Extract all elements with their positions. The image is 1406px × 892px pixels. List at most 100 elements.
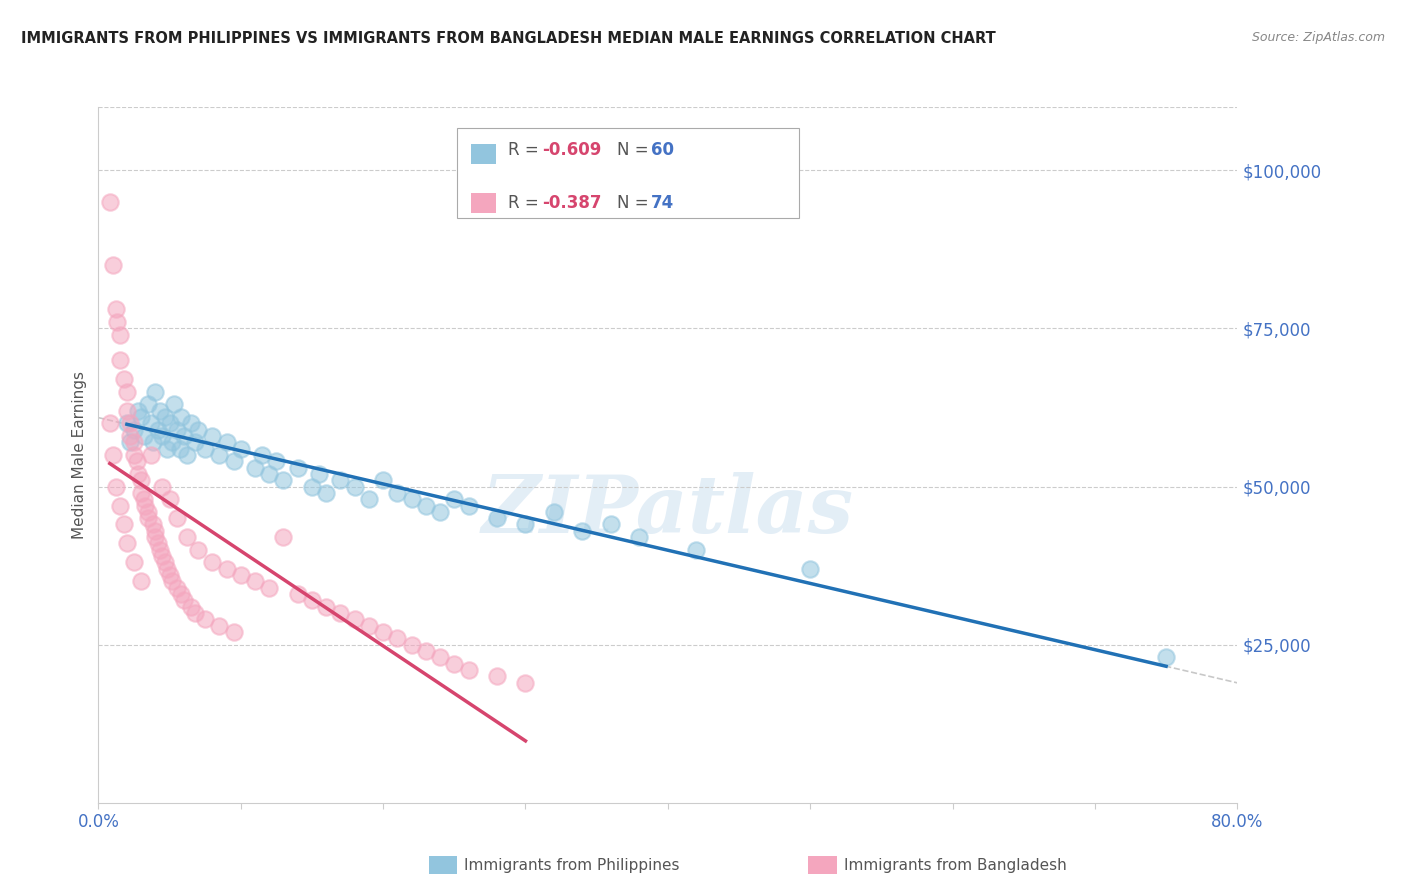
Point bbox=[134, 499, 156, 513]
Point bbox=[132, 492, 155, 507]
Point bbox=[415, 499, 437, 513]
Point bbox=[799, 562, 821, 576]
Point bbox=[108, 353, 131, 368]
Point bbox=[343, 612, 366, 626]
Point bbox=[159, 417, 181, 431]
Point bbox=[301, 479, 323, 493]
Point bbox=[129, 473, 152, 487]
Point bbox=[176, 448, 198, 462]
Point bbox=[105, 315, 128, 329]
Text: N =: N = bbox=[617, 194, 654, 212]
Point bbox=[266, 454, 288, 468]
Point bbox=[329, 606, 352, 620]
Point bbox=[122, 448, 145, 462]
Point bbox=[127, 403, 149, 417]
Point bbox=[180, 417, 202, 431]
Point bbox=[145, 524, 167, 538]
Point bbox=[152, 429, 174, 443]
Point bbox=[101, 258, 124, 272]
Point bbox=[273, 530, 295, 544]
Point bbox=[515, 517, 537, 532]
Point bbox=[162, 574, 184, 589]
Point bbox=[250, 448, 273, 462]
Point bbox=[139, 448, 162, 462]
Text: Source: ZipAtlas.com: Source: ZipAtlas.com bbox=[1251, 31, 1385, 45]
Point bbox=[162, 435, 184, 450]
Point bbox=[122, 423, 145, 437]
Point bbox=[108, 327, 131, 342]
Point bbox=[208, 618, 231, 632]
Point bbox=[222, 625, 245, 640]
FancyBboxPatch shape bbox=[471, 193, 496, 213]
Point bbox=[125, 454, 148, 468]
Point bbox=[215, 435, 238, 450]
Point bbox=[357, 618, 380, 632]
Point bbox=[155, 556, 177, 570]
Point bbox=[315, 599, 337, 614]
Point bbox=[301, 593, 323, 607]
FancyBboxPatch shape bbox=[457, 128, 799, 219]
Point bbox=[287, 587, 309, 601]
Point bbox=[98, 194, 121, 209]
Point bbox=[170, 409, 193, 424]
Text: N =: N = bbox=[617, 141, 654, 159]
Point bbox=[127, 467, 149, 481]
Point bbox=[173, 593, 195, 607]
Text: Immigrants from Bangladesh: Immigrants from Bangladesh bbox=[844, 858, 1066, 872]
Point bbox=[443, 492, 465, 507]
Point bbox=[169, 442, 191, 456]
Point bbox=[115, 536, 138, 550]
Point bbox=[443, 657, 465, 671]
Point bbox=[222, 454, 245, 468]
Point bbox=[194, 612, 217, 626]
Point bbox=[287, 460, 309, 475]
Text: R =: R = bbox=[509, 141, 544, 159]
Point bbox=[122, 556, 145, 570]
Point bbox=[315, 486, 337, 500]
Point bbox=[152, 479, 174, 493]
Point bbox=[115, 417, 138, 431]
Point bbox=[139, 417, 162, 431]
Point bbox=[357, 492, 380, 507]
Point bbox=[229, 442, 252, 456]
Point bbox=[515, 675, 537, 690]
Point bbox=[156, 442, 179, 456]
Point bbox=[194, 442, 217, 456]
Point bbox=[229, 568, 252, 582]
Point bbox=[329, 473, 352, 487]
Point bbox=[259, 467, 281, 481]
Point bbox=[173, 429, 195, 443]
Point bbox=[170, 587, 193, 601]
Point bbox=[166, 511, 188, 525]
Point bbox=[104, 479, 127, 493]
Point bbox=[429, 650, 451, 665]
Point bbox=[343, 479, 366, 493]
Point bbox=[136, 397, 159, 411]
Point bbox=[136, 505, 159, 519]
Text: -0.387: -0.387 bbox=[543, 194, 602, 212]
Text: 74: 74 bbox=[651, 194, 673, 212]
Point bbox=[98, 417, 121, 431]
Point bbox=[308, 467, 330, 481]
Point bbox=[118, 429, 141, 443]
Point bbox=[176, 530, 198, 544]
Point bbox=[187, 542, 209, 557]
Point bbox=[145, 384, 167, 399]
Point bbox=[166, 423, 188, 437]
Point bbox=[215, 562, 238, 576]
Point bbox=[156, 562, 179, 576]
Point bbox=[149, 542, 172, 557]
Point bbox=[187, 423, 209, 437]
Point bbox=[486, 669, 509, 683]
Point bbox=[401, 492, 423, 507]
Point bbox=[148, 423, 170, 437]
Point bbox=[243, 460, 266, 475]
Point bbox=[155, 409, 177, 424]
Point bbox=[429, 505, 451, 519]
Point bbox=[201, 429, 224, 443]
Point bbox=[208, 448, 231, 462]
Point bbox=[600, 517, 623, 532]
Point bbox=[118, 417, 141, 431]
Point bbox=[145, 530, 167, 544]
Point bbox=[115, 403, 138, 417]
